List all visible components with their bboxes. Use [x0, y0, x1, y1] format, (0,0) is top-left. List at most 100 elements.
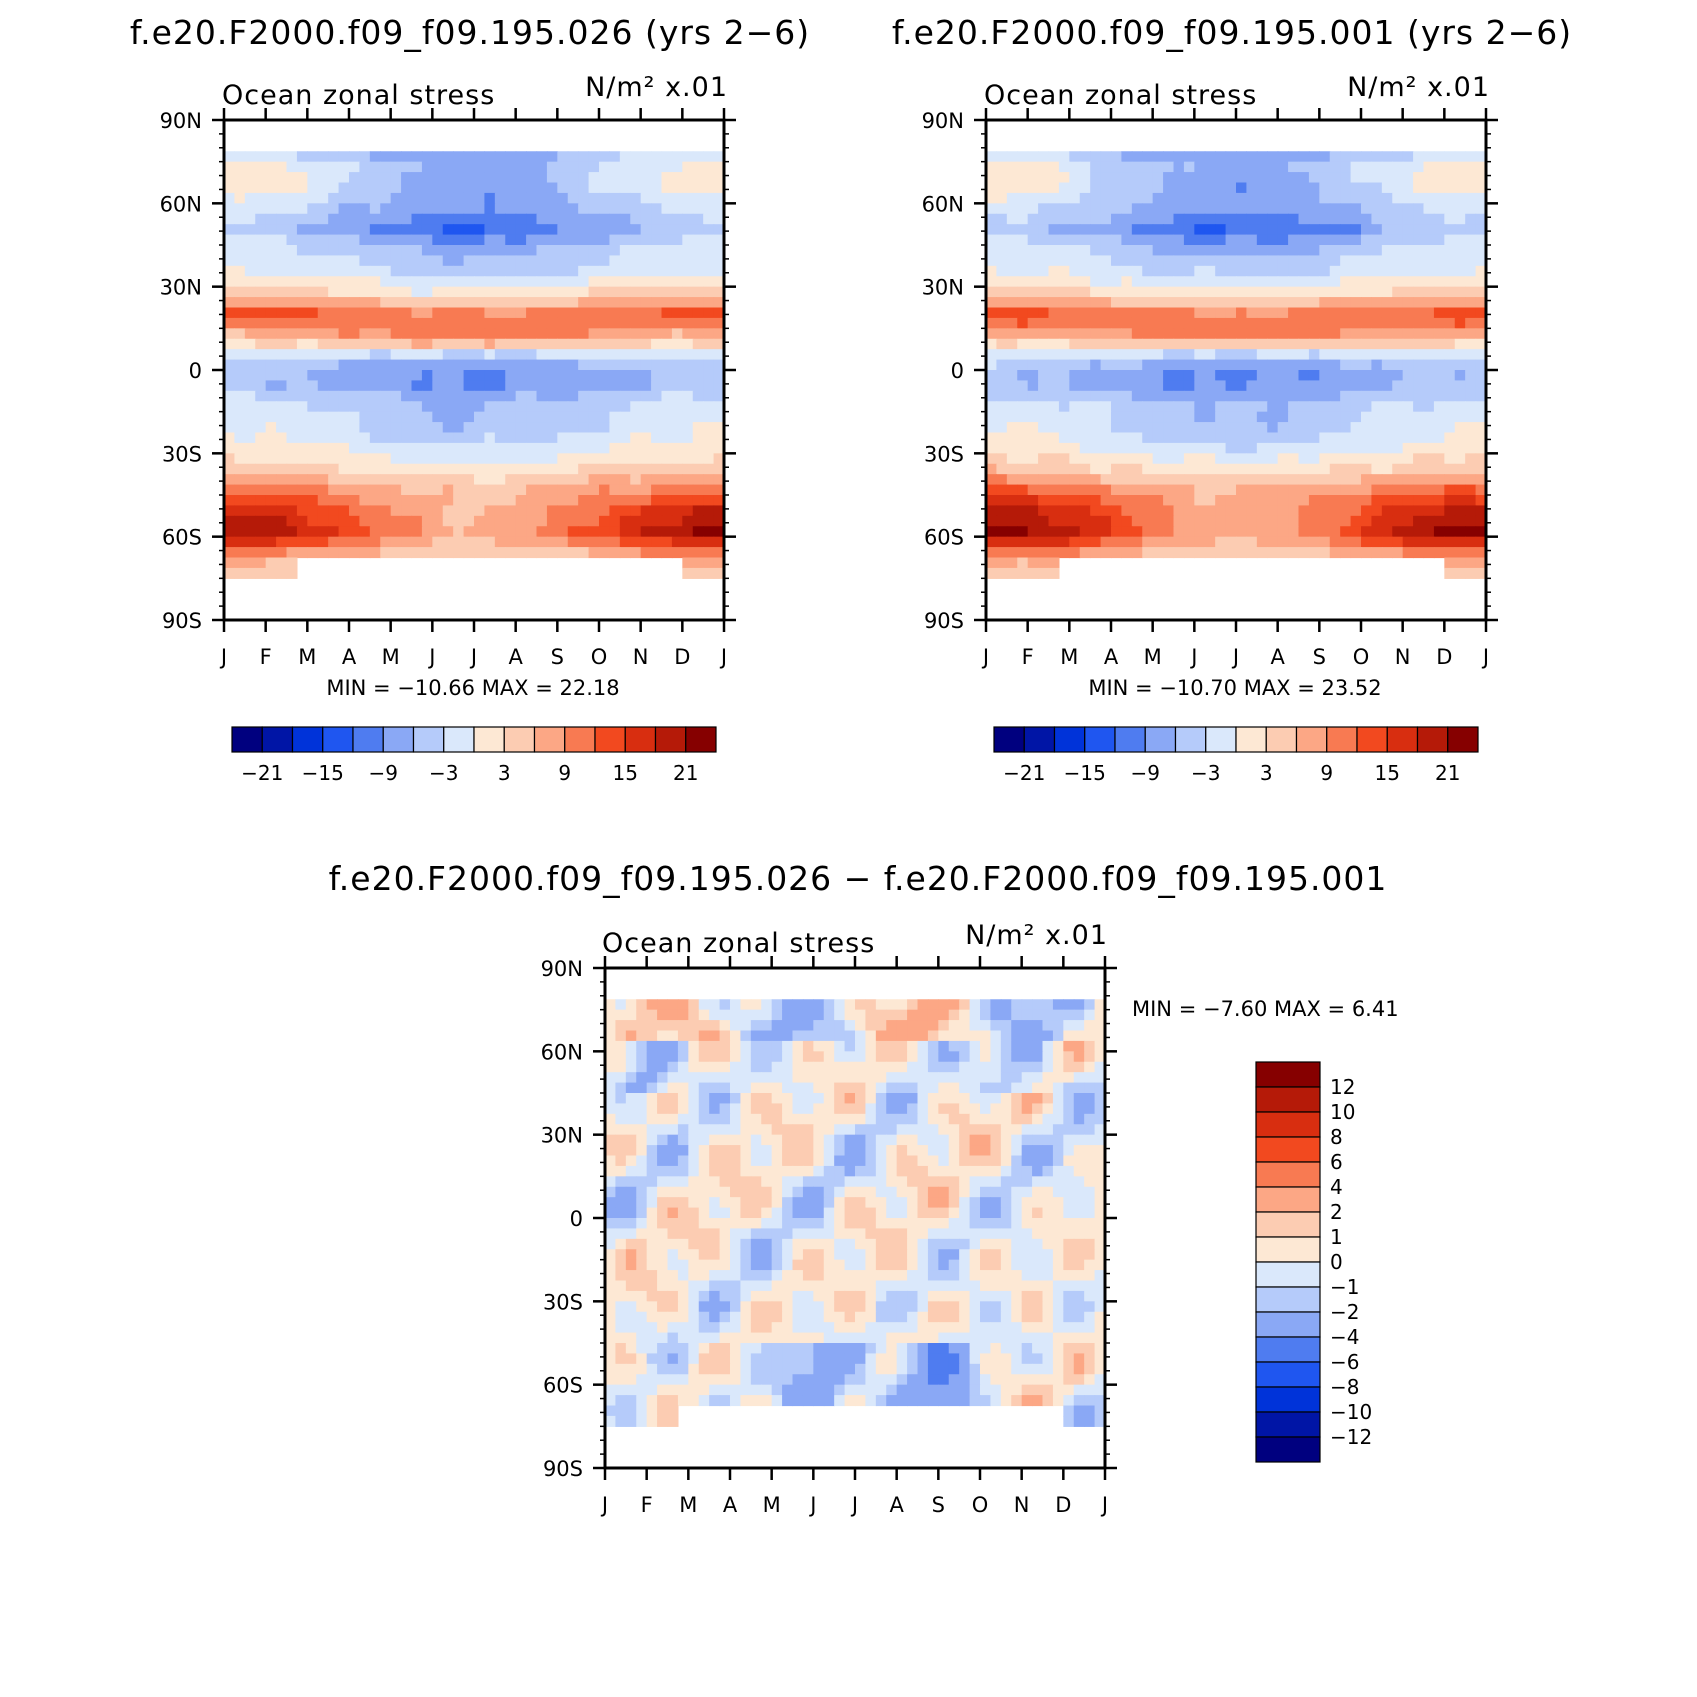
contour-cell: [907, 1165, 919, 1177]
contour-cell: [1350, 474, 1362, 486]
contour-cell: [557, 307, 569, 319]
contour-cell: [1392, 338, 1404, 350]
contour-cell: [1017, 411, 1029, 423]
contour-cell: [844, 1040, 856, 1052]
contour-cell: [875, 1009, 887, 1021]
contour-cell: [536, 474, 548, 486]
contour-cell: [661, 328, 673, 340]
contour-cell: [855, 1145, 867, 1157]
contour-cell: [276, 286, 288, 298]
contour-cell: [619, 547, 631, 559]
contour-cell: [1090, 161, 1102, 173]
contour-cell: [1017, 203, 1029, 215]
contour-cell: [296, 286, 308, 298]
contour-cell: [886, 1155, 898, 1167]
contour-cell: [307, 317, 319, 329]
contour-cell: [1069, 526, 1081, 538]
contour-cell: [588, 349, 600, 361]
contour-cell: [1413, 245, 1425, 257]
contour-cell: [401, 547, 413, 559]
contour-cell: [1246, 203, 1258, 215]
contour-cell: [1465, 442, 1477, 454]
contour-cell: [1413, 192, 1425, 204]
contour-cell: [474, 442, 486, 454]
contour-cell: [401, 474, 413, 486]
contour-cell: [224, 182, 236, 194]
contour-cell: [1329, 203, 1341, 215]
contour-cell: [1350, 192, 1362, 204]
contour-cell: [750, 1093, 762, 1105]
contour-cell: [1042, 1030, 1054, 1042]
contour-cell: [276, 328, 288, 340]
contour-cell: [959, 1165, 971, 1177]
contour-cell: [1444, 172, 1456, 184]
contour-cell: [907, 1134, 919, 1146]
contour-cell: [713, 432, 725, 444]
contour-cell: [328, 286, 340, 298]
contour-cell: [1225, 224, 1237, 236]
contour-cell: [234, 359, 246, 371]
contour-cell: [1142, 245, 1154, 257]
contour-cell: [1246, 265, 1258, 277]
contour-cell: [1236, 265, 1248, 277]
contour-cell: [1329, 536, 1341, 548]
contour-cell: [265, 515, 277, 527]
contour-cell: [1361, 182, 1373, 194]
contour-cell: [359, 463, 371, 475]
contour-cell: [1454, 213, 1466, 225]
variable-label: Ocean zonal stress: [602, 928, 875, 959]
contour-cell: [380, 276, 392, 288]
contour-cell: [442, 547, 454, 559]
contour-cell: [296, 547, 308, 559]
contour-cell: [1163, 515, 1175, 527]
contour-cell: [1204, 328, 1216, 340]
contour-cell: [630, 192, 642, 204]
contour-cell: [1152, 203, 1164, 215]
contour-cell: [609, 297, 621, 309]
contour-cell: [1298, 484, 1310, 496]
contour-cell: [1100, 234, 1112, 246]
contour-cell: [640, 453, 652, 465]
contour-cell: [677, 1082, 689, 1094]
contour-cell: [1308, 172, 1320, 184]
contour-cell: [421, 505, 433, 517]
contour-cell: [1163, 286, 1175, 298]
contour-cell: [1413, 151, 1425, 163]
contour-cell: [1225, 526, 1237, 538]
contour-cell: [1340, 463, 1352, 475]
contour-cell: [484, 213, 496, 225]
contour-cell: [875, 1072, 887, 1084]
contour-cell: [515, 151, 527, 163]
contour-cell: [1090, 370, 1102, 382]
contour-cell: [719, 1051, 731, 1063]
contour-cell: [948, 999, 960, 1011]
contour-cell: [813, 1165, 825, 1177]
contour-cell: [578, 224, 590, 236]
contour-cell: [463, 359, 475, 371]
contour-cell: [1121, 328, 1133, 340]
contour-cell: [1465, 474, 1477, 486]
contour-cell: [484, 432, 496, 444]
contour-cell: [317, 192, 329, 204]
contour-cell: [1402, 151, 1414, 163]
contour-cell: [474, 526, 486, 538]
contour-cell: [567, 526, 579, 538]
x-tick-label: J: [1231, 645, 1239, 669]
contour-cell: [1079, 495, 1091, 507]
contour-cell: [1288, 442, 1300, 454]
contour-cell: [1058, 411, 1070, 423]
contour-cell: [1444, 411, 1456, 423]
contour-cell: [515, 317, 527, 329]
contour-cell: [1350, 151, 1362, 163]
contour-cell: [442, 453, 454, 465]
contour-cell: [359, 370, 371, 382]
contour-cell: [986, 307, 998, 319]
contour-cell: [1027, 307, 1039, 319]
contour-cell: [244, 307, 256, 319]
contour-cell: [1361, 370, 1373, 382]
contour-cell: [463, 213, 475, 225]
contour-cell: [1433, 380, 1445, 392]
contour-cell: [1048, 515, 1060, 527]
contour-cell: [1204, 203, 1216, 215]
